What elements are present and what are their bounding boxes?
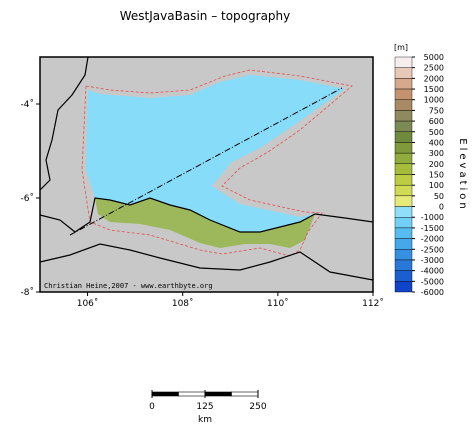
colorbar-swatch (394, 131, 413, 143)
x-tick-label: 108˚ (172, 298, 194, 309)
map-frame (39, 56, 374, 293)
colorbar-swatch (394, 249, 413, 261)
colorbar-swatch (394, 174, 413, 186)
colorbar-swatch (394, 270, 413, 282)
colorbar-unit: [m] (394, 43, 408, 52)
x-tick-label: 112˚ (362, 298, 384, 309)
x-tick-label: 106˚ (77, 298, 99, 309)
colorbar-swatch (394, 142, 413, 154)
java-lowland (95, 198, 315, 248)
colorbar-swatch (394, 195, 413, 207)
scalebar-label: 0 (149, 402, 155, 412)
scalebar-label: 125 (196, 402, 213, 412)
scalebar-segment (204, 391, 232, 397)
colorbar-label: Elevation (457, 138, 468, 211)
colorbar-tick-label: 600 (429, 117, 444, 126)
colorbar-tick-label: 200 (429, 160, 444, 169)
colorbar-tick-label: -2000 (421, 235, 444, 244)
colorbar-tick-label: 500 (429, 128, 444, 137)
scalebar-unit: km (198, 415, 212, 425)
colorbar-tick-label: 1500 (424, 85, 444, 94)
colorbar-swatch (394, 238, 413, 250)
colorbar-tick-label: -4000 (421, 267, 444, 276)
colorbar-swatch (394, 259, 413, 271)
colorbar-tick-label: -1500 (421, 224, 444, 233)
y-tick-label: -6˚ (21, 193, 34, 204)
colorbar-tick-label: 750 (429, 106, 444, 115)
colorbar-tick-label: 1000 (424, 96, 444, 105)
basin-sea (86, 75, 345, 232)
colorbar-swatch (394, 184, 413, 197)
colorbar-tick-label: -2500 (421, 245, 444, 254)
colorbar-tick-label: 150 (429, 171, 444, 180)
colorbar-tick-label: 5000 (424, 53, 444, 62)
colorbar-swatch (394, 227, 413, 239)
colorbar-tick-label: 300 (429, 149, 444, 158)
colorbar-tick-label: -5000 (421, 277, 444, 286)
colorbar-tick-label: -6000 (421, 288, 444, 297)
colorbar-tick-label: 50 (434, 192, 444, 201)
colorbar-swatch (394, 110, 413, 122)
x-tick-label: 110˚ (267, 298, 289, 309)
colorbar-swatch (394, 67, 413, 79)
colorbar-swatch (394, 78, 413, 90)
scalebar-segment (151, 391, 179, 397)
scalebar-label: 250 (249, 402, 266, 412)
y-tick-label: -4˚ (21, 99, 34, 110)
profile-line (69, 87, 343, 236)
colorbar-swatch (394, 56, 413, 68)
colorbar-tick-label: 0 (439, 203, 444, 212)
colorbar-swatch (394, 88, 413, 100)
colorbar-tick-label: 100 (429, 181, 444, 190)
colorbar-tick-label: 400 (429, 138, 444, 147)
y-tick-label: -8˚ (21, 287, 34, 298)
coastline (39, 56, 374, 281)
credit: Christian Heine,2007 - www.earthbyte.org (44, 282, 213, 290)
colorbar-swatch (394, 120, 413, 132)
colorbar-tick-label: -1000 (421, 213, 444, 222)
scalebar-segment (231, 391, 259, 397)
basin-outline (81, 69, 353, 257)
colorbar-swatch (394, 163, 413, 175)
colorbar-swatch (394, 281, 413, 293)
scalebar-segment (178, 391, 206, 397)
colorbar-swatch (394, 99, 413, 111)
title: WestJavaBasin – topography (120, 9, 291, 23)
colorbar-tick-label: 2000 (424, 74, 444, 83)
colorbar-swatch (394, 152, 413, 165)
colorbar-swatch (394, 217, 413, 229)
colorbar-tick-label: 2500 (424, 64, 444, 73)
colorbar-tick-label: -3000 (421, 256, 444, 265)
colorbar-swatch (394, 206, 413, 218)
